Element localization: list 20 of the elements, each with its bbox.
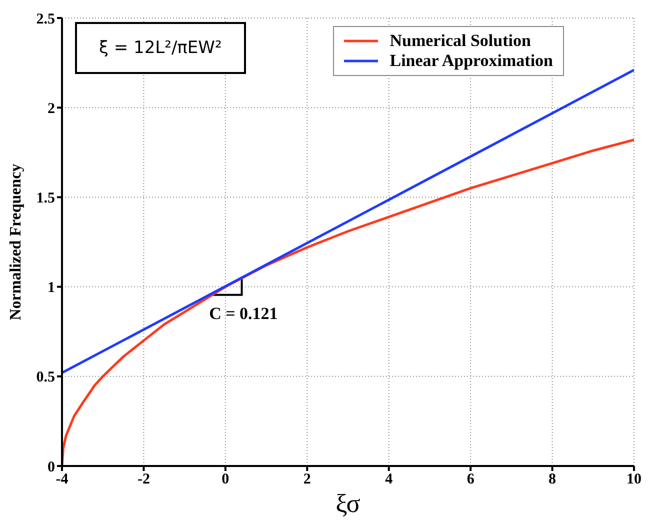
y-axis-title: Normalized Frequency	[8, 164, 25, 320]
x-tick-label: 4	[385, 472, 394, 488]
x-tick-label: -4	[56, 472, 69, 488]
y-tick-label: 2	[48, 100, 55, 117]
y-tick-label: 1	[48, 280, 55, 296]
x-tick-label: -2	[137, 472, 150, 488]
y-tick-label: 0	[48, 459, 55, 476]
annotation: C = 0.121	[209, 304, 278, 323]
x-tick-label: 0	[222, 472, 230, 488]
legend-label: Linear Approximation	[390, 51, 553, 71]
x-tick-label: 2	[303, 472, 311, 488]
y-tick-label: 2.5	[36, 11, 55, 28]
annotation: ξ = 12L²/πEW²	[99, 38, 222, 58]
x-tick-label: 6	[466, 472, 475, 488]
x-axis-title: ξσ	[336, 489, 360, 518]
x-tick-label: 8	[548, 472, 556, 488]
y-tick-label: 1.5	[36, 190, 55, 207]
legend-label: Numerical Solution	[390, 31, 531, 51]
y-tick-label: 0.5	[36, 370, 55, 386]
x-tick-label: 10	[626, 472, 642, 488]
